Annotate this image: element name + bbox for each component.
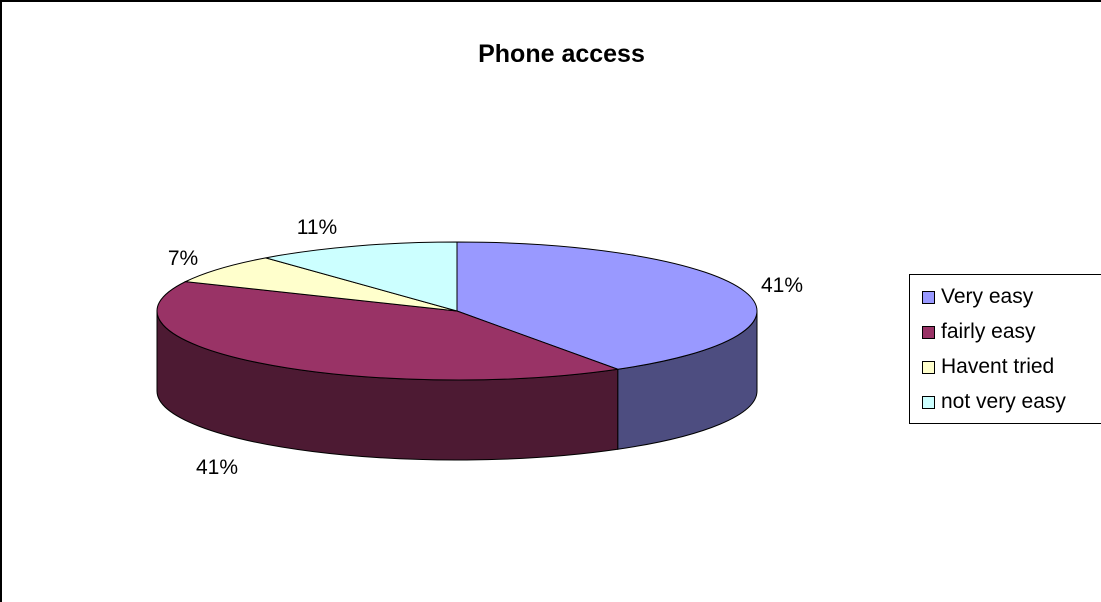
pie-slice-havent-tried (183, 257, 458, 312)
pie-slice-very-easy (456, 241, 758, 370)
legend-swatch (922, 290, 935, 304)
data-label-3: 11% (297, 216, 337, 239)
chart-title: Phone access (478, 40, 645, 68)
legend-item-not-very-easy: not very easy (922, 389, 1066, 415)
legend-item-very-easy: Very easy (922, 284, 1033, 310)
data-label-1: 41% (196, 456, 238, 479)
data-label-2: 7% (168, 247, 198, 270)
legend: Very easy fairly easy Havent tried not v… (909, 274, 1101, 424)
legend-label: Very easy (941, 285, 1034, 308)
legend-swatch (922, 325, 935, 339)
legend-label: not very easy (941, 390, 1066, 413)
legend-swatch (922, 395, 935, 409)
pie-slice-fairly-easy (156, 281, 618, 381)
legend-item-havent-tried: Havent tried (922, 354, 1054, 380)
data-label-0: 41% (761, 274, 803, 297)
pie-slice-not-very-easy (265, 241, 458, 312)
legend-label: Havent tried (941, 355, 1055, 378)
legend-label: fairly easy (941, 320, 1036, 343)
legend-item-fairly-easy: fairly easy (922, 319, 1036, 345)
legend-swatch (922, 360, 935, 374)
